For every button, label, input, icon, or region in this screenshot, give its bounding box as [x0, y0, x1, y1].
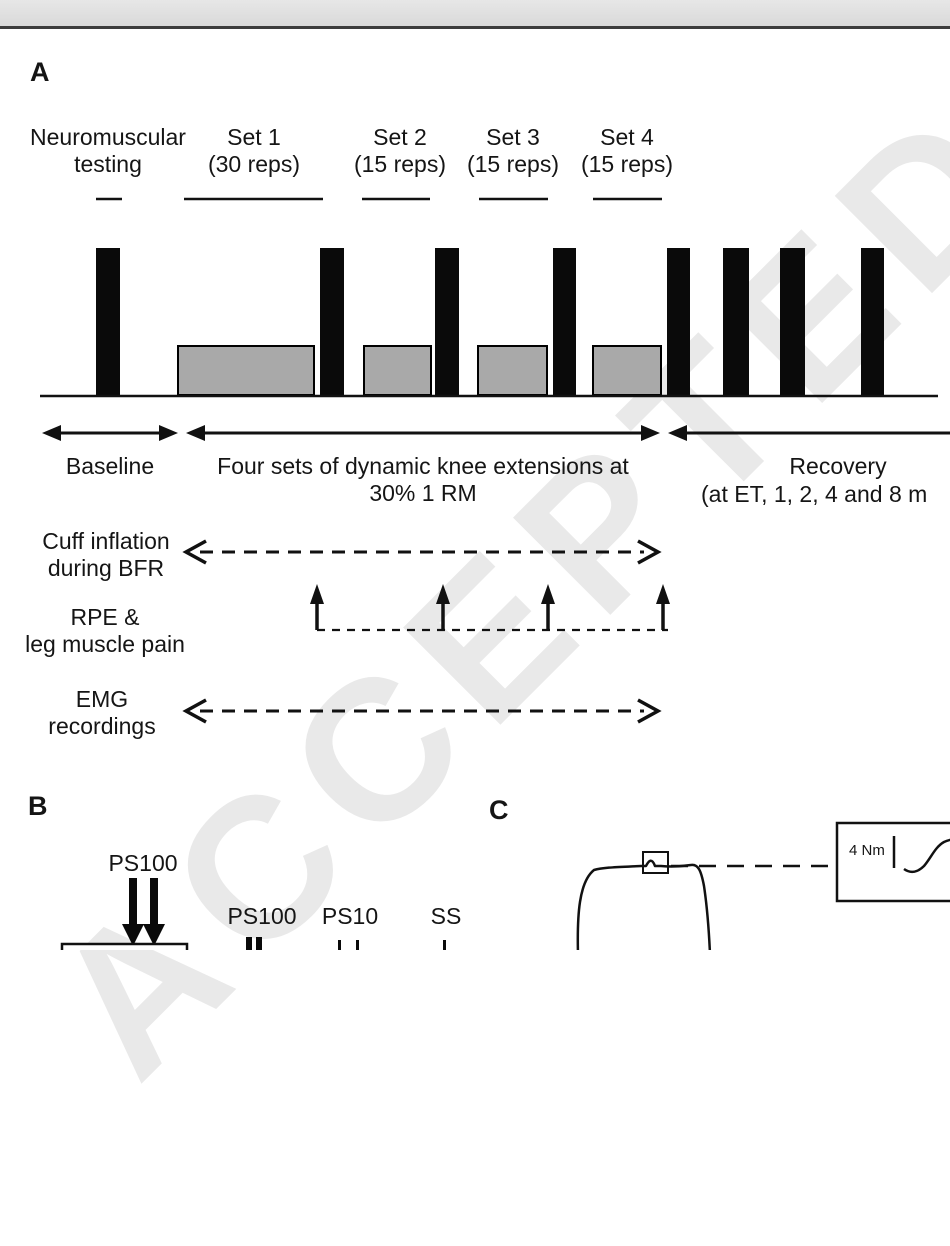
rpe-markers	[310, 584, 670, 632]
label-line: (15 reps)	[580, 151, 674, 177]
testing-bar-recovery-1	[723, 248, 749, 395]
label-set1: Set 1 (30 reps)	[208, 124, 300, 178]
testing-bar-recovery-2	[780, 248, 805, 395]
inset-trace	[903, 838, 950, 874]
label-line: Set 4	[600, 124, 654, 150]
label-set3: Set 3 (15 reps)	[467, 124, 559, 178]
label-line: Cuff inflation	[42, 528, 170, 554]
label-line: (15 reps)	[353, 151, 447, 177]
testing-bar-after-set2	[435, 248, 459, 395]
label-ps100-stimulus: PS100	[108, 850, 178, 876]
panel-b-label: B	[28, 791, 48, 821]
panel-c-shapes	[576, 821, 950, 950]
testing-bar-recovery-3	[861, 248, 884, 395]
ps10-tick-1	[338, 940, 341, 950]
set3-bar	[477, 345, 548, 396]
label-emg-recordings: EMG recordings	[48, 686, 155, 740]
label-line: testing	[74, 151, 142, 177]
ps100-tick-2	[256, 937, 262, 950]
label-baseline: Baseline	[65, 453, 155, 479]
label-line: 30% 1 RM	[369, 480, 477, 506]
set1-bar	[177, 345, 315, 396]
panel-b-shapes	[60, 878, 446, 950]
label-line: during BFR	[47, 555, 165, 581]
emg-recordings-arrow	[182, 698, 662, 724]
label-line: EMG	[75, 686, 129, 712]
baseline-arrowhead-left	[42, 425, 61, 441]
stim-arrowhead-1	[122, 924, 144, 946]
cuff-arrowhead-right	[637, 539, 662, 565]
testing-bars	[96, 248, 884, 395]
testing-bar-after-set3	[553, 248, 576, 395]
testing-bar-baseline	[96, 248, 120, 395]
ps100-tick-1	[246, 937, 252, 950]
muscle-box	[60, 942, 189, 950]
label-line: leg muscle pain	[25, 631, 185, 657]
torque-trace	[576, 859, 712, 950]
phase-arrows	[42, 425, 950, 441]
label-line: RPE &	[70, 604, 140, 630]
label-line: (30 reps)	[207, 151, 301, 177]
emg-arrowhead-right	[637, 698, 662, 724]
label-ps100-bottom: PS100	[227, 903, 297, 929]
ps10-tick-2	[356, 940, 359, 950]
set2-bar	[363, 345, 432, 396]
rpe-arrowhead-1	[310, 584, 324, 604]
set4-bar	[592, 345, 662, 396]
figure-canvas	[40, 197, 950, 950]
rpe-arrowhead-2	[436, 584, 450, 604]
recovery-arrowhead-left	[668, 425, 687, 441]
label-set2: Set 2 (15 reps)	[354, 124, 446, 178]
page-top-band	[0, 0, 950, 29]
ss-tick	[443, 940, 446, 950]
label-line: Neuromuscular	[30, 124, 186, 150]
stim-arrowhead-2	[143, 924, 165, 946]
label-line: Set 2	[373, 124, 427, 150]
label-inset-scale-4nm: 4 Nm	[849, 842, 885, 859]
label-set4: Set 4 (15 reps)	[581, 124, 673, 178]
label-line: Four sets of dynamic knee extensions at	[217, 453, 629, 479]
panel-c-label: C	[489, 795, 509, 825]
label-ps10-bottom: PS10	[321, 903, 379, 929]
label-rpe-pain: RPE & leg muscle pain	[25, 604, 185, 658]
cuff-inflation-arrow	[182, 539, 662, 565]
baseline-arrowhead-right	[159, 425, 178, 441]
zoom-region-box	[642, 851, 669, 874]
label-line: recordings	[48, 713, 156, 739]
rpe-arrowhead-3	[541, 584, 555, 604]
label-recovery-times: (at ET, 1, 2, 4 and 8 m	[701, 481, 928, 507]
label-cuff-inflation: Cuff inflation during BFR	[42, 528, 169, 582]
label-exercise-phase: Four sets of dynamic knee extensions at …	[217, 453, 629, 507]
label-line: Set 3	[486, 124, 540, 150]
label-line: Set 1	[227, 124, 281, 150]
exercise-set-bars	[177, 345, 662, 396]
cuff-arrowhead-left	[182, 539, 207, 565]
panel-a-label: A	[30, 57, 50, 87]
label-neuromuscular-testing: Neuromuscular testing	[30, 124, 186, 178]
exercise-arrowhead-left	[186, 425, 205, 441]
label-ss-bottom: SS	[430, 903, 462, 929]
testing-bar-after-set1	[320, 248, 344, 395]
label-line: (15 reps)	[466, 151, 560, 177]
testing-bar-after-set4	[667, 248, 690, 395]
label-recovery: Recovery	[789, 453, 887, 479]
emg-arrowhead-left	[182, 698, 207, 724]
rpe-arrowhead-4	[656, 584, 670, 604]
exercise-arrowhead-right	[641, 425, 660, 441]
